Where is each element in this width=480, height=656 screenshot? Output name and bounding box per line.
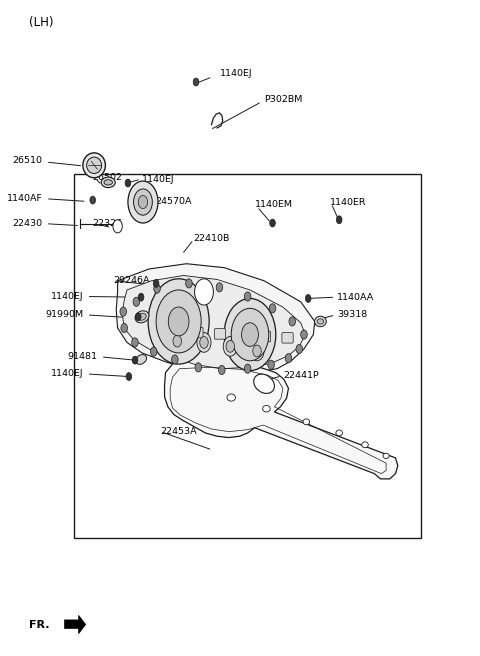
Circle shape [135, 313, 141, 321]
Circle shape [133, 189, 152, 215]
Text: 26510: 26510 [12, 156, 43, 165]
Circle shape [270, 219, 276, 227]
Text: 22430: 22430 [12, 218, 43, 228]
FancyBboxPatch shape [214, 329, 226, 339]
Ellipse shape [135, 355, 146, 364]
Circle shape [194, 279, 214, 305]
Polygon shape [122, 276, 305, 369]
FancyBboxPatch shape [237, 330, 248, 340]
Circle shape [244, 364, 251, 373]
Circle shape [133, 297, 140, 306]
Text: 22326: 22326 [93, 218, 123, 228]
Text: 22441P: 22441P [283, 371, 319, 380]
Circle shape [231, 308, 269, 361]
Text: 1140EM: 1140EM [255, 200, 293, 209]
Text: 91990M: 91990M [45, 310, 84, 319]
Ellipse shape [362, 442, 368, 447]
Circle shape [138, 293, 144, 301]
Circle shape [132, 356, 138, 364]
Circle shape [216, 283, 223, 292]
Ellipse shape [83, 153, 106, 178]
Circle shape [113, 220, 122, 233]
Bar [74, 174, 421, 538]
FancyBboxPatch shape [169, 326, 180, 337]
Circle shape [300, 330, 307, 339]
Circle shape [197, 333, 211, 352]
Text: 1140AF: 1140AF [7, 194, 43, 203]
Text: 22453A: 22453A [160, 427, 196, 436]
Text: P302BM: P302BM [264, 95, 302, 104]
Text: 1140EJ: 1140EJ [51, 369, 84, 379]
Text: 39318: 39318 [337, 310, 367, 319]
Text: FR.: FR. [29, 619, 50, 630]
Ellipse shape [86, 157, 102, 173]
Text: 1140EJ: 1140EJ [142, 174, 175, 184]
Ellipse shape [383, 453, 389, 459]
Circle shape [296, 344, 302, 354]
FancyBboxPatch shape [259, 331, 271, 342]
Circle shape [223, 337, 237, 356]
Circle shape [241, 323, 258, 346]
Circle shape [168, 307, 189, 336]
Ellipse shape [101, 177, 115, 188]
Text: 1140EJ: 1140EJ [219, 69, 252, 78]
Circle shape [336, 216, 342, 224]
Circle shape [285, 354, 292, 363]
Text: 24570A: 24570A [155, 197, 192, 206]
Circle shape [224, 298, 276, 371]
Ellipse shape [138, 314, 146, 320]
Circle shape [193, 78, 199, 86]
Circle shape [268, 360, 275, 369]
Circle shape [121, 323, 128, 333]
Circle shape [154, 284, 160, 293]
Circle shape [156, 290, 201, 353]
Circle shape [90, 196, 96, 204]
Circle shape [138, 195, 148, 209]
Text: 1140AA: 1140AA [337, 293, 374, 302]
Ellipse shape [254, 374, 275, 394]
Ellipse shape [303, 419, 310, 425]
Circle shape [218, 365, 225, 375]
FancyBboxPatch shape [192, 327, 203, 338]
Text: 22410B: 22410B [193, 234, 230, 243]
Text: 29246A: 29246A [113, 276, 149, 285]
Circle shape [148, 279, 209, 364]
Polygon shape [65, 615, 86, 634]
Circle shape [200, 337, 208, 348]
Circle shape [195, 363, 202, 372]
Circle shape [132, 338, 138, 347]
Ellipse shape [104, 180, 112, 185]
Ellipse shape [227, 394, 235, 401]
Circle shape [173, 335, 181, 347]
Circle shape [150, 347, 157, 356]
Circle shape [120, 307, 127, 316]
Ellipse shape [336, 430, 342, 436]
Circle shape [125, 179, 131, 187]
Circle shape [253, 345, 261, 357]
Polygon shape [165, 359, 398, 479]
Ellipse shape [314, 316, 326, 327]
Circle shape [186, 279, 192, 288]
Circle shape [289, 317, 296, 326]
Circle shape [126, 373, 132, 380]
Circle shape [171, 355, 178, 364]
Circle shape [153, 279, 159, 287]
FancyBboxPatch shape [282, 333, 293, 343]
Circle shape [128, 181, 158, 223]
Ellipse shape [135, 311, 149, 323]
Text: 26502: 26502 [93, 173, 123, 182]
Text: 91481: 91481 [67, 352, 97, 361]
Ellipse shape [263, 405, 270, 412]
Circle shape [226, 340, 235, 352]
Ellipse shape [317, 319, 324, 324]
Circle shape [250, 341, 264, 361]
Polygon shape [116, 264, 315, 375]
Circle shape [305, 295, 311, 302]
Circle shape [170, 331, 184, 351]
Text: 1140EJ: 1140EJ [51, 292, 84, 301]
Text: (LH): (LH) [29, 16, 54, 30]
Circle shape [244, 292, 251, 301]
Circle shape [269, 304, 276, 313]
Text: 1140ER: 1140ER [330, 197, 366, 207]
